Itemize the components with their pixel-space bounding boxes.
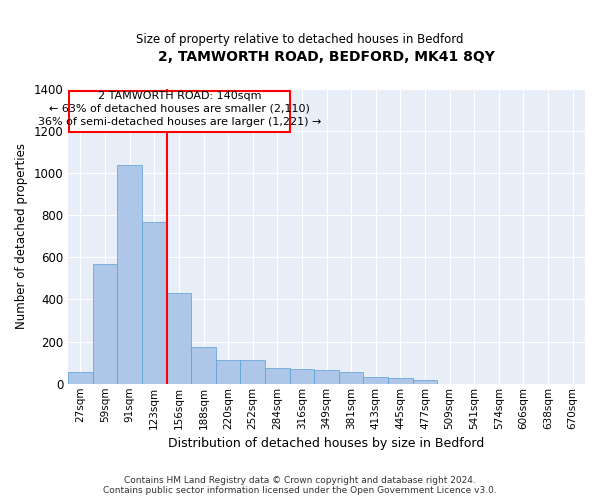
Title: 2, TAMWORTH ROAD, BEDFORD, MK41 8QY: 2, TAMWORTH ROAD, BEDFORD, MK41 8QY: [158, 50, 495, 64]
X-axis label: Distribution of detached houses by size in Bedford: Distribution of detached houses by size …: [169, 437, 485, 450]
Bar: [118, 164, 142, 384]
Text: 36% of semi-detached houses are larger (1,221) →: 36% of semi-detached houses are larger (…: [38, 118, 321, 128]
Bar: [93, 264, 118, 384]
Bar: [265, 368, 290, 384]
Bar: [68, 372, 93, 384]
Bar: [167, 293, 191, 384]
Bar: [241, 360, 265, 384]
Bar: [216, 360, 241, 384]
Bar: [290, 369, 314, 384]
Text: Size of property relative to detached houses in Bedford: Size of property relative to detached ho…: [136, 32, 464, 46]
Bar: [364, 378, 388, 384]
Bar: [339, 372, 364, 384]
Text: 2 TAMWORTH ROAD: 140sqm: 2 TAMWORTH ROAD: 140sqm: [98, 91, 261, 101]
Bar: [142, 222, 167, 384]
Y-axis label: Number of detached properties: Number of detached properties: [15, 144, 28, 330]
Text: Contains HM Land Registry data © Crown copyright and database right 2024.
Contai: Contains HM Land Registry data © Crown c…: [103, 476, 497, 495]
Bar: [413, 380, 437, 384]
Bar: [191, 347, 216, 384]
Text: ← 63% of detached houses are smaller (2,110): ← 63% of detached houses are smaller (2,…: [49, 104, 310, 114]
Bar: [314, 370, 339, 384]
Bar: [388, 378, 413, 384]
Bar: [70, 91, 290, 132]
